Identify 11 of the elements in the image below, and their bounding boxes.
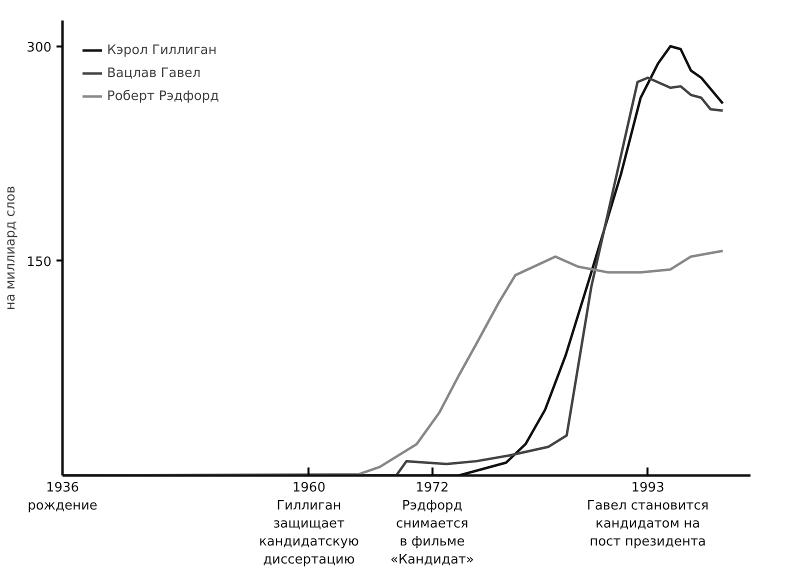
legend-label: Вацлав Гавел [107, 66, 201, 80]
y-tick-label: 300 [26, 40, 52, 56]
x-tick-label: 1936 рождение [28, 480, 98, 514]
line-series [62, 250, 724, 476]
y-tick-label: 150 [26, 254, 52, 270]
x-tick-label: 1972 Рэдфорд снимается в фильме «Кандидат» [390, 480, 474, 568]
x-tick-label: 1993 Гавел становится кандидатом на пост президента [586, 480, 709, 550]
y-axis-title: на миллиард слов [4, 186, 19, 310]
legend-label: Кэрол Гиллиган [107, 42, 217, 58]
x-tick-label: 1960 Гиллиган защищает кандидатскую диссертацию [258, 480, 359, 568]
legend-label: Роберт Рэдфорд [107, 88, 220, 104]
